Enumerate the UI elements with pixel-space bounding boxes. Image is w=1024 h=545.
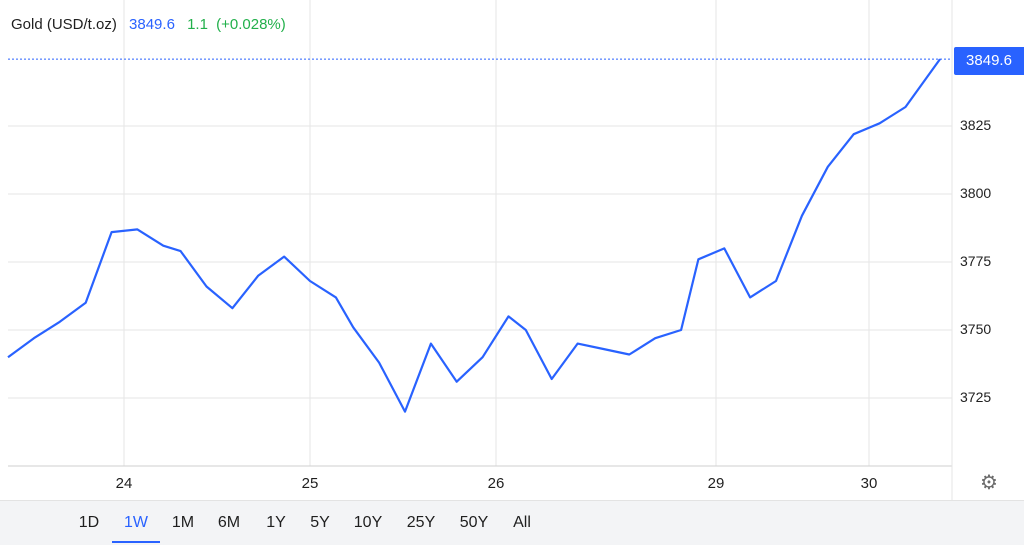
range-5y-button[interactable]: 5Y bbox=[310, 514, 330, 531]
active-range-indicator bbox=[112, 541, 160, 543]
x-tick-label: 30 bbox=[860, 475, 878, 492]
range-1d-button[interactable]: 1D bbox=[78, 514, 100, 531]
y-tick-label: 3825 bbox=[960, 117, 992, 133]
last-price-tag: 3849.6 bbox=[954, 47, 1024, 75]
range-toolbar: 1D 1W 1M 6M 1Y 5Y 10Y 25Y 50Y All bbox=[0, 500, 1024, 545]
y-tick-label: 3775 bbox=[960, 253, 992, 269]
instrument-title: Gold (USD/t.oz) bbox=[11, 16, 117, 33]
gear-icon[interactable]: ⚙ bbox=[980, 472, 998, 494]
range-1m-button[interactable]: 1M bbox=[171, 514, 195, 531]
range-all-button[interactable]: All bbox=[513, 514, 531, 531]
price-change: 1.1 bbox=[187, 16, 208, 33]
range-50y-button[interactable]: 50Y bbox=[459, 514, 489, 531]
price-series-line[interactable] bbox=[7, 58, 941, 413]
x-tick-label: 24 bbox=[115, 475, 133, 492]
range-1w-button[interactable]: 1W bbox=[124, 514, 148, 531]
x-tick-label: 25 bbox=[301, 475, 319, 492]
chart-header: Gold (USD/t.oz) 3849.6 1.1 (+0.028%) bbox=[11, 16, 294, 33]
x-tick-label: 29 bbox=[707, 475, 725, 492]
price-chart bbox=[7, 0, 953, 500]
y-tick-label: 3725 bbox=[960, 389, 992, 405]
range-25y-button[interactable]: 25Y bbox=[406, 514, 436, 531]
y-tick-label: 3800 bbox=[960, 185, 992, 201]
range-1y-button[interactable]: 1Y bbox=[266, 514, 286, 531]
x-tick-label: 26 bbox=[487, 475, 505, 492]
range-6m-button[interactable]: 6M bbox=[217, 514, 241, 531]
grid-lines bbox=[8, 0, 952, 466]
current-price: 3849.6 bbox=[129, 16, 175, 33]
y-tick-label: 3750 bbox=[960, 321, 992, 337]
range-10y-button[interactable]: 10Y bbox=[353, 514, 383, 531]
price-change-percent: (+0.028%) bbox=[216, 16, 286, 33]
